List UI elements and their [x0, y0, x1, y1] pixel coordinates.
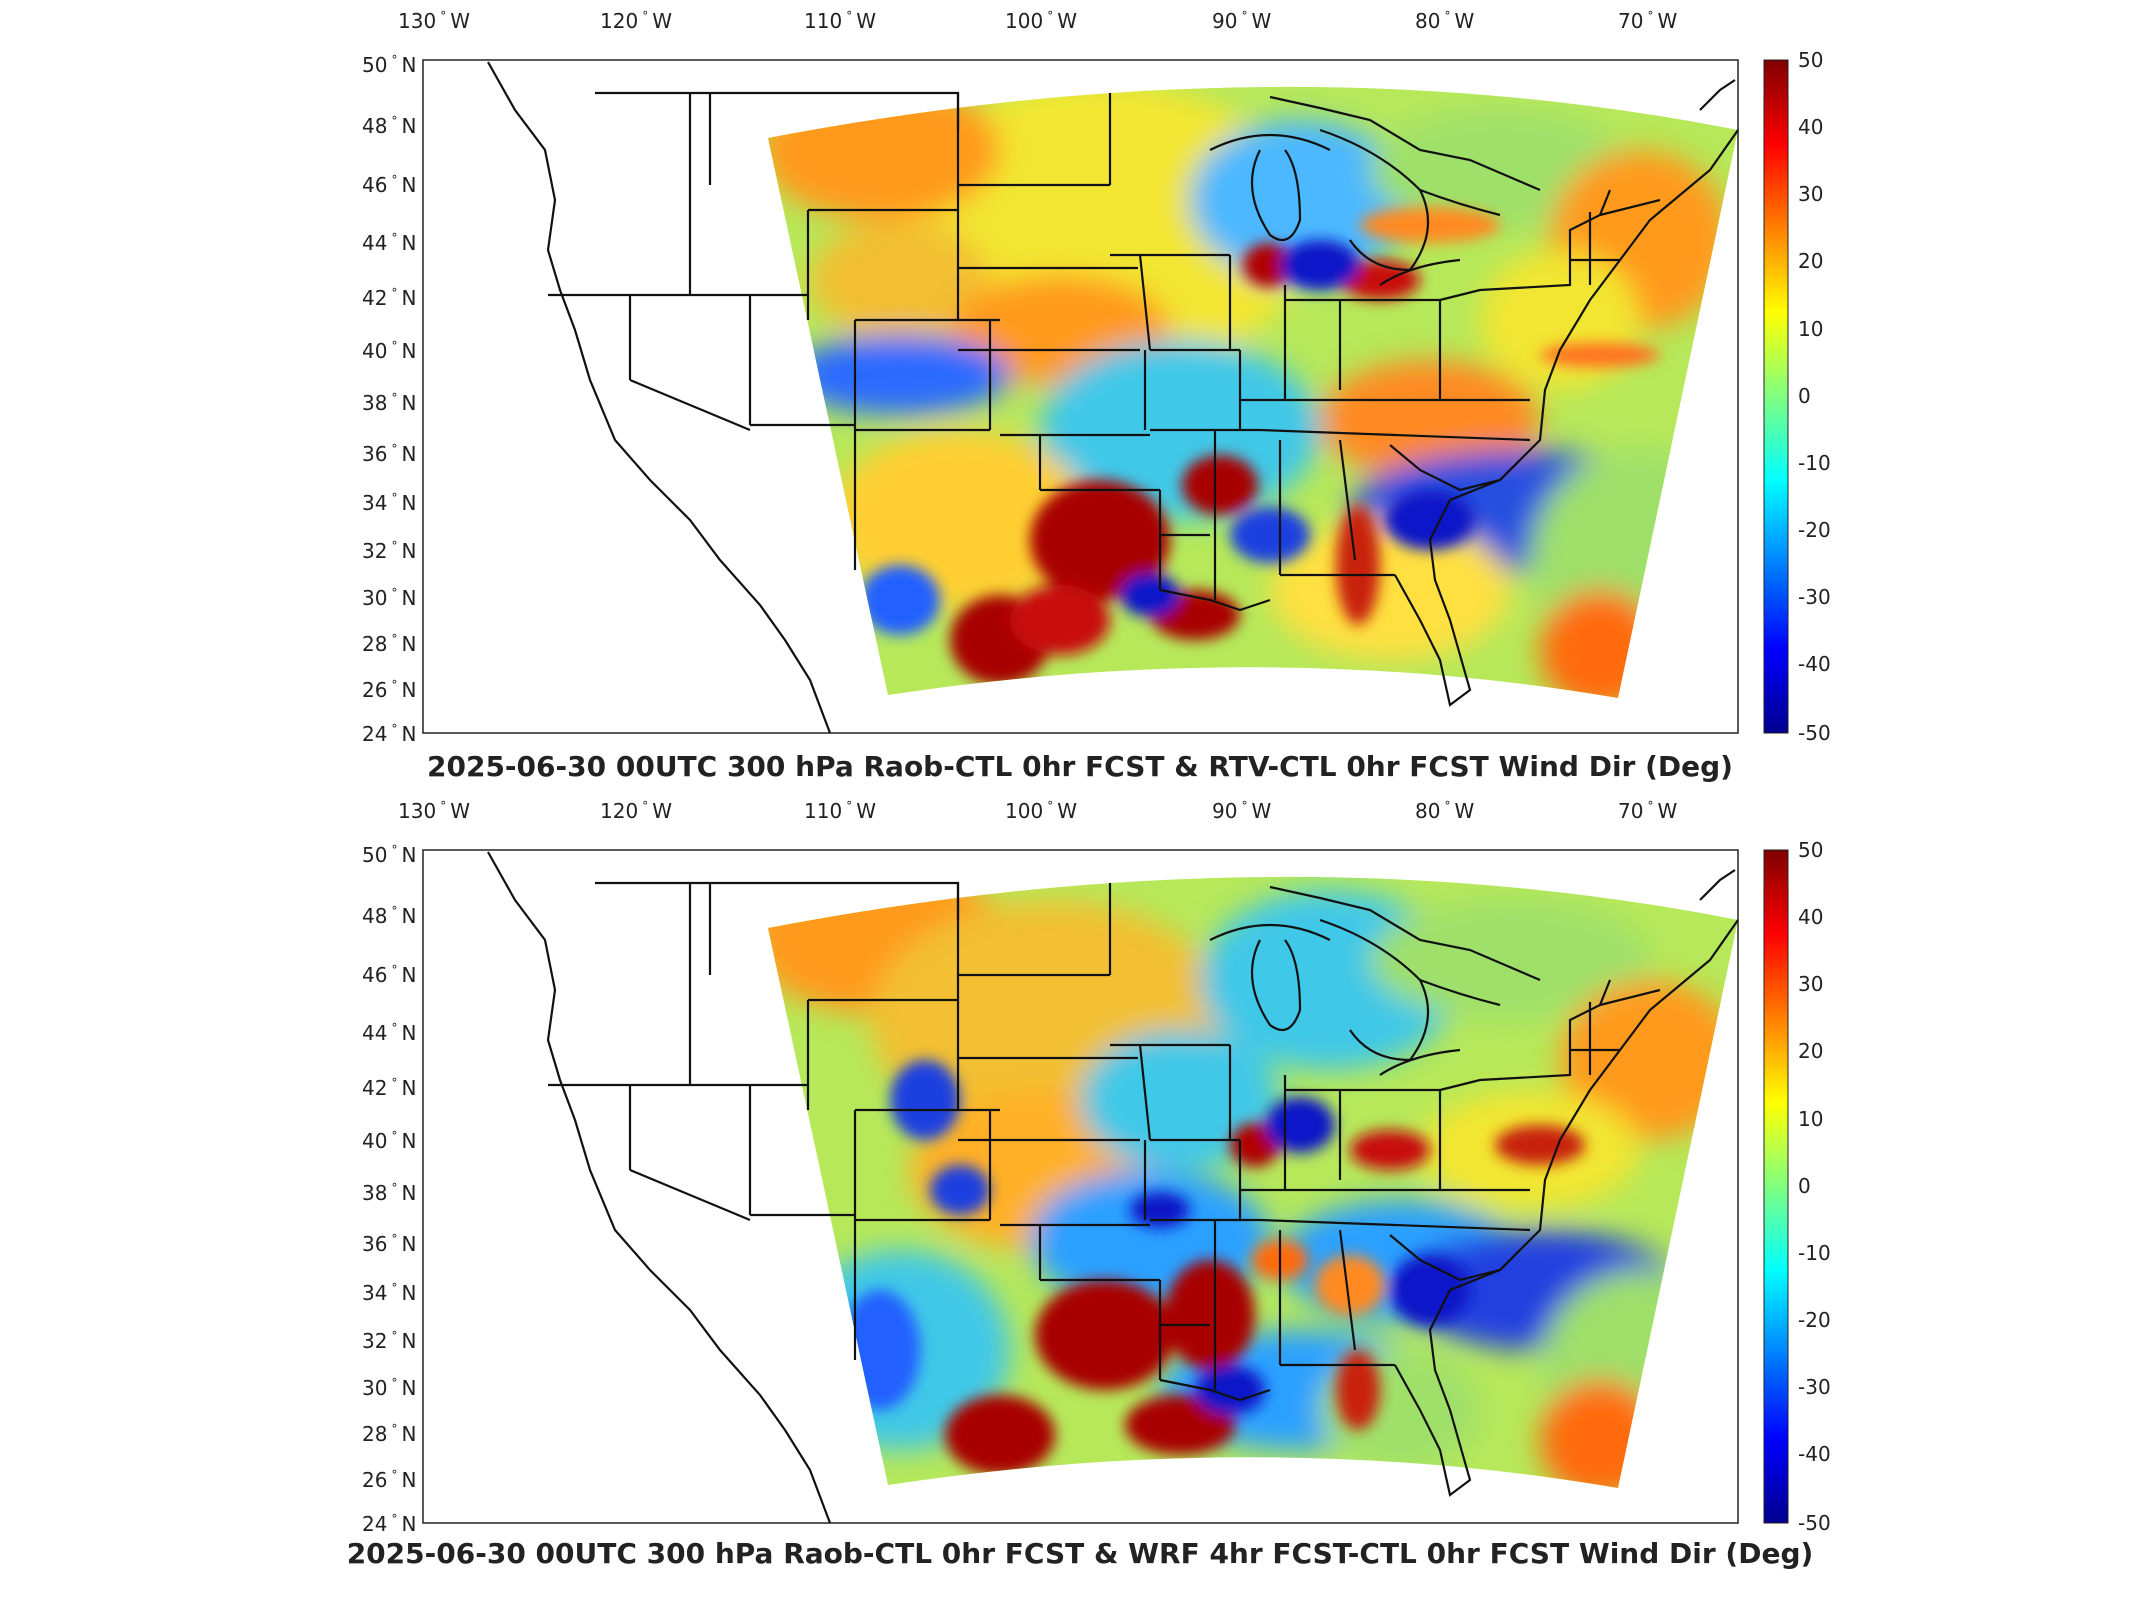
svg-text:50°N: 50 ° N — [362, 53, 416, 77]
svg-text:44°N: 44 ° N — [362, 1021, 416, 1045]
svg-text:44°N: 44 ° N — [362, 231, 416, 255]
svg-text:32°N: 32 ° N — [362, 1329, 416, 1353]
map-panel-bottom: 50 40 30 20 10 0 -10 -20 -30 -40 -50 130… — [0, 790, 2133, 1600]
wind-direction-field — [768, 876, 1738, 1488]
svg-text:40: 40 — [1798, 905, 1823, 929]
svg-text:-30: -30 — [1798, 1375, 1831, 1399]
svg-text:28°N: 28 ° N — [362, 632, 416, 656]
svg-text:50°N: 50 ° N — [362, 843, 416, 867]
svg-text:42°N: 42 ° N — [362, 1076, 416, 1100]
svg-text:30: 30 — [1798, 182, 1823, 206]
svg-text:50: 50 — [1798, 48, 1823, 72]
svg-text:-40: -40 — [1798, 1442, 1831, 1466]
svg-text:0: 0 — [1798, 384, 1811, 408]
svg-text:40°N: 40 ° N — [362, 339, 416, 363]
svg-text:28°N: 28 ° N — [362, 1422, 416, 1446]
svg-text:30: 30 — [1798, 972, 1823, 996]
colorbar-labels: 50 40 30 20 10 0 -10 -20 -30 -40 -50 — [1798, 48, 1831, 745]
map-figure-top: 50 40 30 20 10 0 -10 -20 -30 -40 -50 130… — [362, 9, 1831, 783]
svg-text:-10: -10 — [1798, 451, 1831, 475]
svg-text:32°N: 32 ° N — [362, 539, 416, 563]
svg-text:36°N: 36 ° N — [362, 442, 416, 466]
svg-text:48°N: 48 ° N — [362, 114, 416, 138]
map-figure-bottom: 50 40 30 20 10 0 -10 -20 -30 -40 -50 130… — [347, 799, 1831, 1570]
longitude-labels: 130 ° W 120 ° W 110 ° W 100 ° W 90 ° W 80 ° W 70 ° W — [398, 9, 1677, 33]
svg-text:24°N: 24 ° N — [362, 1512, 416, 1536]
svg-text:110°W: 110 ° W — [804, 799, 876, 823]
colorbar — [1763, 849, 1789, 1524]
map-panel-top: 50 40 30 20 10 0 -10 -20 -30 -40 -50 130… — [0, 0, 2133, 790]
svg-text:-50: -50 — [1798, 721, 1831, 745]
svg-text:-30: -30 — [1798, 585, 1831, 609]
svg-text:90°W: 90 ° W — [1212, 799, 1271, 823]
latitude-labels: 50 ° N 48 ° N 46 ° N 44 ° N 42 ° N 40 ° N 38 ° N 36 ° N … — [362, 843, 416, 1536]
svg-text:10: 10 — [1798, 317, 1823, 341]
svg-text:-50: -50 — [1798, 1511, 1831, 1535]
svg-text:30°N: 30 ° N — [362, 586, 416, 610]
svg-text:26°N: 26 ° N — [362, 1468, 416, 1492]
svg-text:42°N: 42 ° N — [362, 286, 416, 310]
svg-text:130°W: 130 ° W — [398, 9, 470, 33]
svg-text:-10: -10 — [1798, 1241, 1831, 1265]
svg-text:34°N: 34 ° N — [362, 1281, 416, 1305]
svg-text:20: 20 — [1798, 249, 1823, 273]
svg-text:120°W: 120 ° W — [600, 9, 672, 33]
svg-text:40°N: 40 ° N — [362, 1129, 416, 1153]
svg-text:90°W: 90 ° W — [1212, 9, 1271, 33]
svg-text:34°N: 34 ° N — [362, 491, 416, 515]
svg-text:100°W: 100 ° W — [1005, 9, 1077, 33]
svg-text:20: 20 — [1798, 1039, 1823, 1063]
svg-text:-20: -20 — [1798, 518, 1831, 542]
svg-text:130°W: 130 ° W — [398, 799, 470, 823]
svg-text:38°N: 38 ° N — [362, 1181, 416, 1205]
map-boundaries — [487, 61, 1739, 734]
svg-text:36°N: 36 ° N — [362, 1232, 416, 1256]
svg-text:80°W: 80 ° W — [1415, 799, 1474, 823]
svg-text:38°N: 38 ° N — [362, 391, 416, 415]
svg-text:46°N: 46 ° N — [362, 963, 416, 987]
svg-text:100°W: 100 ° W — [1005, 799, 1077, 823]
svg-text:30°N: 30 ° N — [362, 1376, 416, 1400]
svg-text:-20: -20 — [1798, 1308, 1831, 1332]
colorbar-labels: 50 40 30 20 10 0 -10 -20 -30 -40 -50 — [1798, 838, 1831, 1535]
latitude-labels: 50 ° N 48 ° N 46 ° N 44 ° N 42 ° N 40 ° N 38 ° N 36 ° N … — [362, 53, 416, 746]
svg-text:0: 0 — [1798, 1174, 1811, 1198]
wind-direction-field — [768, 86, 1738, 698]
svg-text:24°N: 24 ° N — [362, 722, 416, 746]
svg-text:48°N: 48 ° N — [362, 904, 416, 928]
svg-text:26°N: 26 ° N — [362, 678, 416, 702]
longitude-labels: 130 ° W 120 ° W 110 ° W 100 ° W 90 ° W 80 ° W 70 ° W — [398, 799, 1677, 823]
svg-text:80°W: 80 ° W — [1415, 9, 1474, 33]
svg-text:120°W: 120 ° W — [600, 799, 672, 823]
svg-text:110°W: 110 ° W — [804, 9, 876, 33]
panel-title-bottom: 2025-06-30 00UTC 300 hPa Raob-CTL 0hr FC… — [347, 1537, 1814, 1570]
svg-text:10: 10 — [1798, 1107, 1823, 1131]
map-boundaries — [487, 851, 1739, 1524]
svg-text:70°W: 70 ° W — [1618, 799, 1677, 823]
colorbar — [1763, 59, 1789, 734]
svg-text:40: 40 — [1798, 115, 1823, 139]
svg-text:-40: -40 — [1798, 652, 1831, 676]
svg-text:46°N: 46 ° N — [362, 173, 416, 197]
svg-text:70°W: 70 ° W — [1618, 9, 1677, 33]
panel-title-top: 2025-06-30 00UTC 300 hPa Raob-CTL 0hr FC… — [427, 750, 1733, 783]
svg-text:50: 50 — [1798, 838, 1823, 862]
